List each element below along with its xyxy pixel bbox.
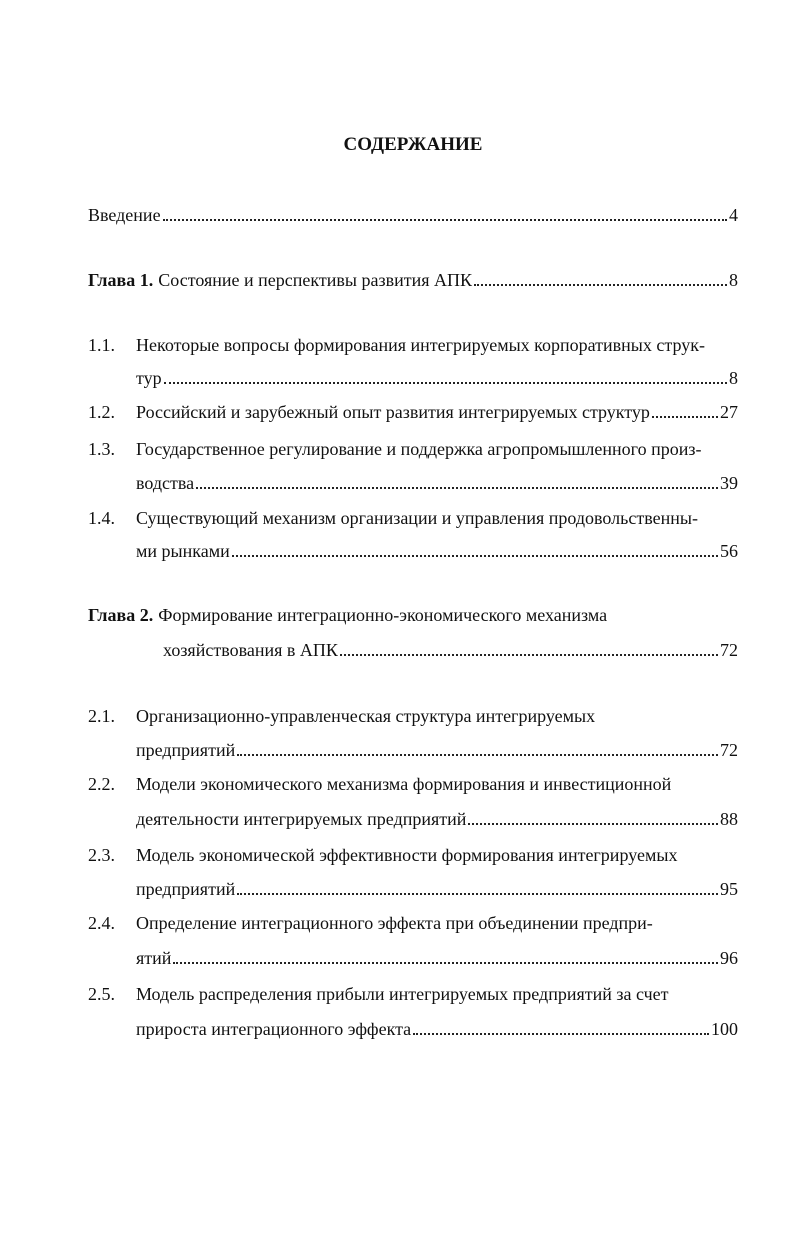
toc-line: Российский и зарубежный опыт развития ин… — [136, 400, 738, 424]
entry-number: 2.1. — [88, 706, 115, 726]
toc-line: тур 8 — [136, 366, 738, 390]
entry-text: Модель распределения прибыли интегрируем… — [136, 984, 669, 1004]
page-number: 8 — [729, 368, 738, 388]
toc-line: Некоторые вопросы формирования интегриру… — [136, 333, 705, 357]
dot-leader — [163, 366, 727, 384]
dot-leader — [651, 400, 718, 418]
toc-line: Существующий механизм организации и упра… — [136, 506, 698, 530]
page-number: 72 — [720, 640, 738, 660]
entry-number: 1.1. — [88, 335, 115, 355]
entry-number: 2.2. — [88, 774, 115, 794]
entry-text: Состояние и перспективы развития АПК — [158, 270, 472, 290]
chapter-number: Глава 1. — [88, 270, 154, 290]
entry-text: Государственное регулирование и поддержк… — [136, 439, 702, 459]
entry-number: 1.3. — [88, 439, 115, 459]
page-number: 96 — [720, 948, 738, 968]
toc-line: Введение 4 — [88, 203, 738, 227]
toc-line: Глава 1. Состояние и перспективы развития… — [88, 268, 738, 292]
entry-text: хозяйствования в АПК — [163, 640, 338, 660]
page-number: 8 — [729, 270, 738, 290]
entry-text: Российский и зарубежный опыт развития ин… — [136, 402, 650, 422]
toc-line: хозяйствования в АПК 72 — [163, 638, 738, 662]
entry-text: тур — [136, 368, 162, 388]
dot-leader — [339, 638, 718, 656]
entry-text: Некоторые вопросы формирования интегриру… — [136, 335, 705, 355]
toc-line: ми рынками 56 — [136, 539, 738, 563]
toc-line: деятельности интегрируемых предприятий 88 — [136, 807, 738, 831]
entry-text: ятий — [136, 948, 172, 968]
toc-title: СОДЕРЖАНИЕ — [343, 134, 483, 155]
entry-text: Формирование интеграционно-экономическог… — [158, 605, 608, 625]
toc-line: прироста интеграционного эффекта 100 — [136, 1017, 738, 1041]
entry-number: 1.4. — [88, 508, 115, 528]
dot-leader — [474, 268, 727, 286]
entry-text: Модель экономической эффективности форми… — [136, 845, 678, 865]
dot-leader — [237, 738, 718, 756]
toc-line: Модель распределения прибыли интегрируем… — [136, 982, 669, 1006]
dot-leader — [231, 539, 718, 557]
page-number: 100 — [711, 1019, 738, 1039]
toc-line: Определение интеграционного эффекта при … — [136, 911, 653, 935]
dot-leader — [468, 807, 718, 825]
toc-line: Государственное регулирование и поддержк… — [136, 437, 701, 461]
chapter-number: Глава 2. — [88, 605, 154, 625]
page-number: 56 — [720, 541, 738, 561]
dot-leader — [237, 877, 718, 895]
entry-text: Определение интеграционного эффекта при … — [136, 913, 653, 933]
page-number: 95 — [720, 879, 738, 899]
page-number: 72 — [720, 740, 738, 760]
entry-text: Существующий механизм организации и упра… — [136, 508, 698, 528]
toc-line: водства 39 — [136, 471, 738, 495]
entry-text: предприятий — [136, 740, 236, 760]
page-number: 4 — [729, 205, 738, 225]
entry-text: прироста интеграционного эффекта — [136, 1019, 412, 1039]
dot-leader — [196, 471, 718, 489]
page-number: 39 — [720, 473, 738, 493]
entry-number: 1.2. — [88, 402, 115, 422]
entry-number: 2.3. — [88, 845, 115, 865]
toc-line: предприятий 72 — [136, 738, 738, 762]
toc-line: Модель экономической эффективности форми… — [136, 843, 677, 867]
entry-text: Модели экономического механизма формиров… — [136, 774, 672, 794]
page-number: 27 — [720, 402, 738, 422]
dot-leader — [173, 946, 718, 964]
entry-number: 2.5. — [88, 984, 115, 1004]
toc-line: Организационно-управленческая структура … — [136, 704, 595, 728]
dot-leader — [413, 1017, 709, 1035]
entry-text: деятельности интегрируемых предприятий — [136, 809, 467, 829]
toc-line: предприятий 95 — [136, 877, 738, 901]
page-number: 88 — [720, 809, 738, 829]
entry-text: ми рынками — [136, 541, 230, 561]
entry-text: водства — [136, 473, 195, 493]
toc-line: Модели экономического механизма формиров… — [136, 772, 671, 796]
entry-text: Организационно-управленческая структура … — [136, 706, 596, 726]
toc-line: Глава 2. Формирование интеграционно-эконо… — [88, 603, 607, 627]
entry-number: 2.4. — [88, 913, 115, 933]
entry-text: предприятий — [136, 879, 236, 899]
entry-text: Введение — [88, 205, 161, 225]
dot-leader — [162, 203, 727, 221]
toc-line: ятий 96 — [136, 946, 738, 970]
